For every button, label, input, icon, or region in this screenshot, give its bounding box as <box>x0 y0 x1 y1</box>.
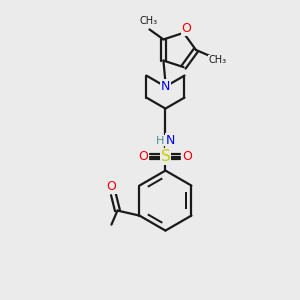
Text: CH₃: CH₃ <box>140 16 158 26</box>
Text: O: O <box>139 150 148 163</box>
Text: H: H <box>156 136 165 146</box>
Text: N: N <box>161 80 170 93</box>
Text: O: O <box>182 150 192 163</box>
Text: O: O <box>106 180 116 193</box>
Text: S: S <box>160 149 170 164</box>
Text: N: N <box>166 134 175 147</box>
Text: CH₃: CH₃ <box>209 55 227 65</box>
Text: O: O <box>182 22 191 35</box>
